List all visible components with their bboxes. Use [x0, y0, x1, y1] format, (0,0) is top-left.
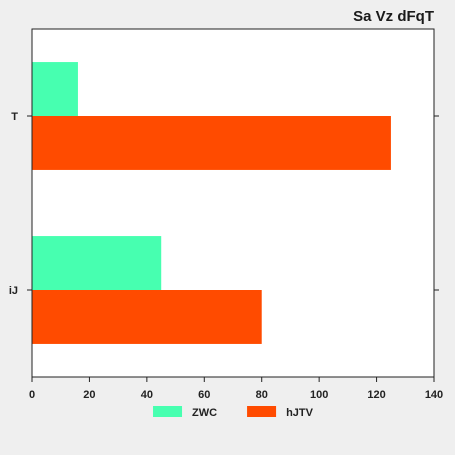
x-tick-label-20: 20: [83, 389, 95, 401]
x-tick-label-80: 80: [256, 389, 268, 401]
legend-swatch-hJTV: [247, 406, 277, 417]
bar-hJTV-T: [32, 116, 391, 170]
legend-label-hJTV: hJTV: [286, 407, 314, 419]
x-tick-label-40: 40: [141, 389, 153, 401]
legend-label-ZWC: ZWC: [192, 407, 217, 419]
x-axis: 0 20 40 60 80 100 120 140: [29, 377, 443, 401]
legend: ZWC hJTV: [153, 406, 314, 419]
y-tick-label-iJ: iJ: [9, 285, 18, 297]
y-axis: TiJ: [9, 111, 439, 297]
x-tick-label-100: 100: [310, 389, 328, 401]
x-tick-label-140: 140: [425, 389, 443, 401]
chart-title: Sa Vz dFqT: [353, 8, 434, 25]
y-tick-label-T: T: [11, 111, 18, 123]
x-tick-label-0: 0: [29, 389, 35, 401]
plot-frame: [31, 28, 435, 378]
bar-ZWC-iJ: [32, 236, 162, 290]
legend-swatch-ZWC: [153, 406, 183, 417]
bar-ZWC-T: [32, 62, 78, 116]
x-tick-label-60: 60: [198, 389, 210, 401]
bar-hJTV-iJ: [32, 290, 262, 344]
x-tick-label-120: 120: [367, 389, 385, 401]
bars-group: [32, 62, 391, 344]
